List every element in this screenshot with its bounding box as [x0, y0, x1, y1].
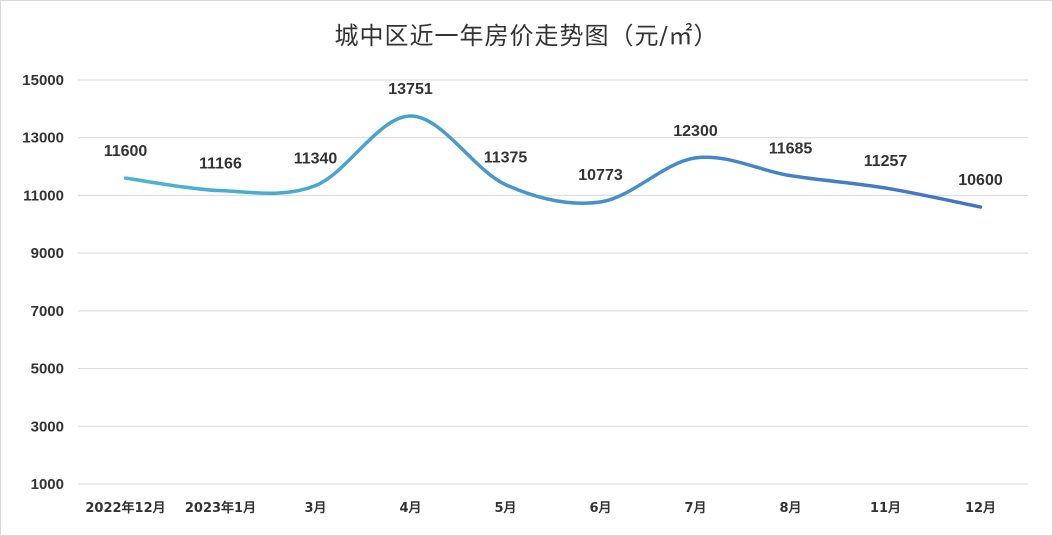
x-tick-label: 2023年1月 [185, 500, 256, 516]
y-tick-label: 7000 [31, 303, 64, 320]
data-label: 11166 [199, 156, 242, 173]
y-tick-label: 9000 [31, 245, 64, 262]
x-tick-label: 11月 [870, 501, 901, 516]
chart-title: 城中区近一年房价走势图（元/㎡） [334, 22, 719, 50]
y-tick-label: 13000 [22, 130, 64, 147]
data-label: 11257 [864, 153, 908, 170]
data-label: 10600 [958, 172, 1003, 189]
x-tick-label: 12月 [965, 501, 996, 516]
data-label: 11375 [484, 150, 528, 167]
y-tick-label: 5000 [31, 361, 64, 378]
y-tick-label: 1000 [31, 476, 64, 493]
series-line [123, 114, 983, 209]
data-label: 12300 [673, 123, 718, 140]
x-tick-label: 3月 [304, 501, 326, 516]
x-tick-label: 2022年12月 [85, 500, 165, 516]
data-label: 11600 [104, 143, 148, 160]
x-tick-label: 8月 [779, 501, 801, 516]
x-tick-label: 4月 [399, 501, 421, 516]
x-tick-label: 5月 [494, 501, 516, 516]
x-tick-label: 7月 [684, 501, 706, 516]
x-tick-label: 6月 [589, 501, 611, 516]
data-label: 13751 [388, 81, 433, 98]
data-label: 10773 [578, 167, 623, 184]
data-label: 11340 [294, 151, 338, 168]
data-label: 11685 [769, 141, 813, 158]
y-tick-label: 11000 [23, 187, 64, 204]
y-tick-label: 15000 [22, 72, 64, 89]
y-tick-label: 3000 [31, 418, 64, 435]
